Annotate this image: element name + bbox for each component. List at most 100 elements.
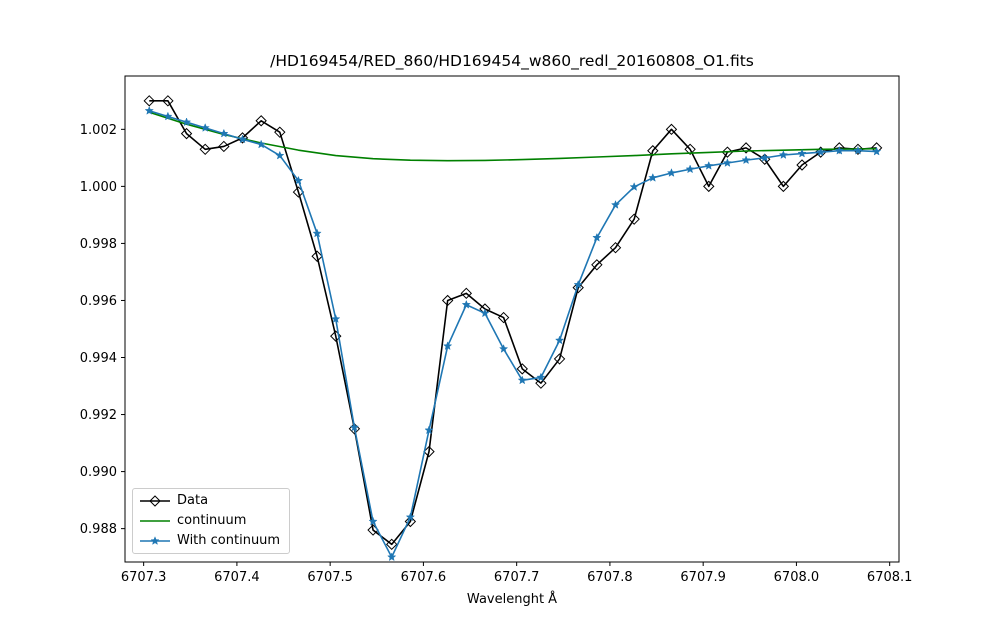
data-point	[833, 142, 846, 154]
legend-label: With continuum	[177, 533, 281, 548]
legend-label: continuum	[177, 513, 247, 528]
data-point	[722, 158, 733, 167]
x-tick-label: 6707.4	[214, 570, 260, 585]
data-point	[609, 241, 622, 254]
axes-frame	[124, 75, 900, 563]
data-point	[442, 341, 453, 351]
x-tick-label: 6707.6	[401, 570, 447, 585]
data-point	[814, 146, 827, 158]
data-point	[516, 363, 528, 375]
data-point	[405, 512, 416, 522]
data-point	[404, 515, 417, 528]
data-point	[704, 160, 714, 170]
series-line	[149, 111, 877, 162]
series-line	[149, 100, 877, 546]
data-point	[740, 142, 752, 154]
data-point	[797, 148, 807, 158]
data-point	[163, 111, 173, 121]
data-point	[741, 155, 751, 165]
data-point	[199, 143, 211, 156]
data-point	[760, 152, 770, 162]
legend: Data continuum With continuum	[132, 488, 290, 554]
data-point	[143, 95, 155, 107]
data-point	[256, 139, 266, 149]
data-point	[275, 150, 285, 160]
legend-item-with-continuum: With continuum	[133, 531, 289, 551]
data-point	[348, 423, 361, 435]
x-tick-label: 6707.5	[307, 570, 353, 585]
series-with-continuum	[144, 105, 882, 562]
data-point	[144, 105, 154, 115]
data-point	[592, 232, 602, 242]
data-point	[480, 308, 490, 318]
legend-line-icon	[140, 520, 170, 522]
data-point	[853, 145, 863, 155]
data-point	[647, 145, 659, 157]
y-tick-label: 0.990	[80, 465, 117, 480]
x-tick-label: 6708.1	[867, 570, 913, 585]
data-point	[162, 95, 174, 107]
data-point	[536, 372, 546, 382]
data-point	[871, 146, 882, 156]
x-tick-label: 6708.0	[774, 570, 820, 585]
data-point	[684, 143, 696, 156]
data-point	[648, 172, 658, 182]
legend-item-data: Data	[133, 491, 289, 511]
data-point	[591, 259, 603, 271]
data-point	[517, 375, 527, 385]
data-point	[572, 281, 584, 294]
x-tick-label: 6707.8	[587, 570, 633, 585]
data-point	[610, 200, 621, 209]
data-point	[441, 294, 454, 307]
x-tick-label: 6707.3	[121, 570, 167, 585]
plot-area	[143, 95, 883, 562]
data-point	[497, 311, 510, 324]
data-point	[721, 146, 734, 158]
data-point	[816, 147, 826, 157]
data-point	[461, 299, 471, 309]
data-point	[180, 127, 193, 140]
data-point	[535, 377, 547, 389]
data-point	[498, 344, 509, 353]
data-point	[312, 228, 322, 238]
data-point	[796, 159, 808, 171]
data-point	[237, 134, 248, 144]
legend-item-continuum: continuum	[133, 511, 289, 531]
data-point	[349, 422, 360, 432]
data-point	[236, 132, 249, 144]
y-tick-label: 0.996	[80, 294, 117, 309]
data-point	[628, 213, 640, 225]
data-point	[200, 123, 210, 132]
y-tick-label: 0.998	[80, 237, 117, 252]
data-point	[778, 150, 789, 159]
data-point	[385, 538, 398, 551]
x-tick-label: 6707.9	[680, 570, 726, 585]
data-point	[387, 552, 397, 562]
x-tick-label: 6707.7	[494, 570, 540, 585]
data-point	[852, 143, 864, 156]
chart-title: /HD169454/RED_860/HD169454_w860_redl_201…	[270, 52, 754, 70]
series-continuum	[149, 111, 877, 162]
data-point	[274, 126, 286, 138]
data-point	[331, 314, 341, 323]
data-point	[368, 516, 378, 526]
data-point	[834, 145, 844, 155]
legend-marker-diamond-icon	[140, 495, 170, 507]
y-axis: 0.988 0.990 0.992 0.994 0.996 0.998 1.000 1.002	[80, 123, 125, 537]
data-point	[777, 180, 790, 193]
data-point	[665, 123, 678, 136]
data-point	[553, 353, 566, 365]
series-line	[149, 110, 877, 558]
data-point	[311, 250, 323, 262]
data-point	[629, 182, 639, 191]
y-tick-label: 0.988	[80, 522, 117, 537]
y-tick-label: 0.992	[80, 408, 117, 423]
data-point	[554, 335, 565, 345]
series-data	[143, 95, 883, 551]
legend-marker-star-icon	[140, 536, 170, 545]
y-tick-label: 0.994	[80, 351, 117, 366]
data-point	[293, 175, 304, 185]
data-point	[573, 279, 583, 289]
data-point	[181, 117, 192, 127]
